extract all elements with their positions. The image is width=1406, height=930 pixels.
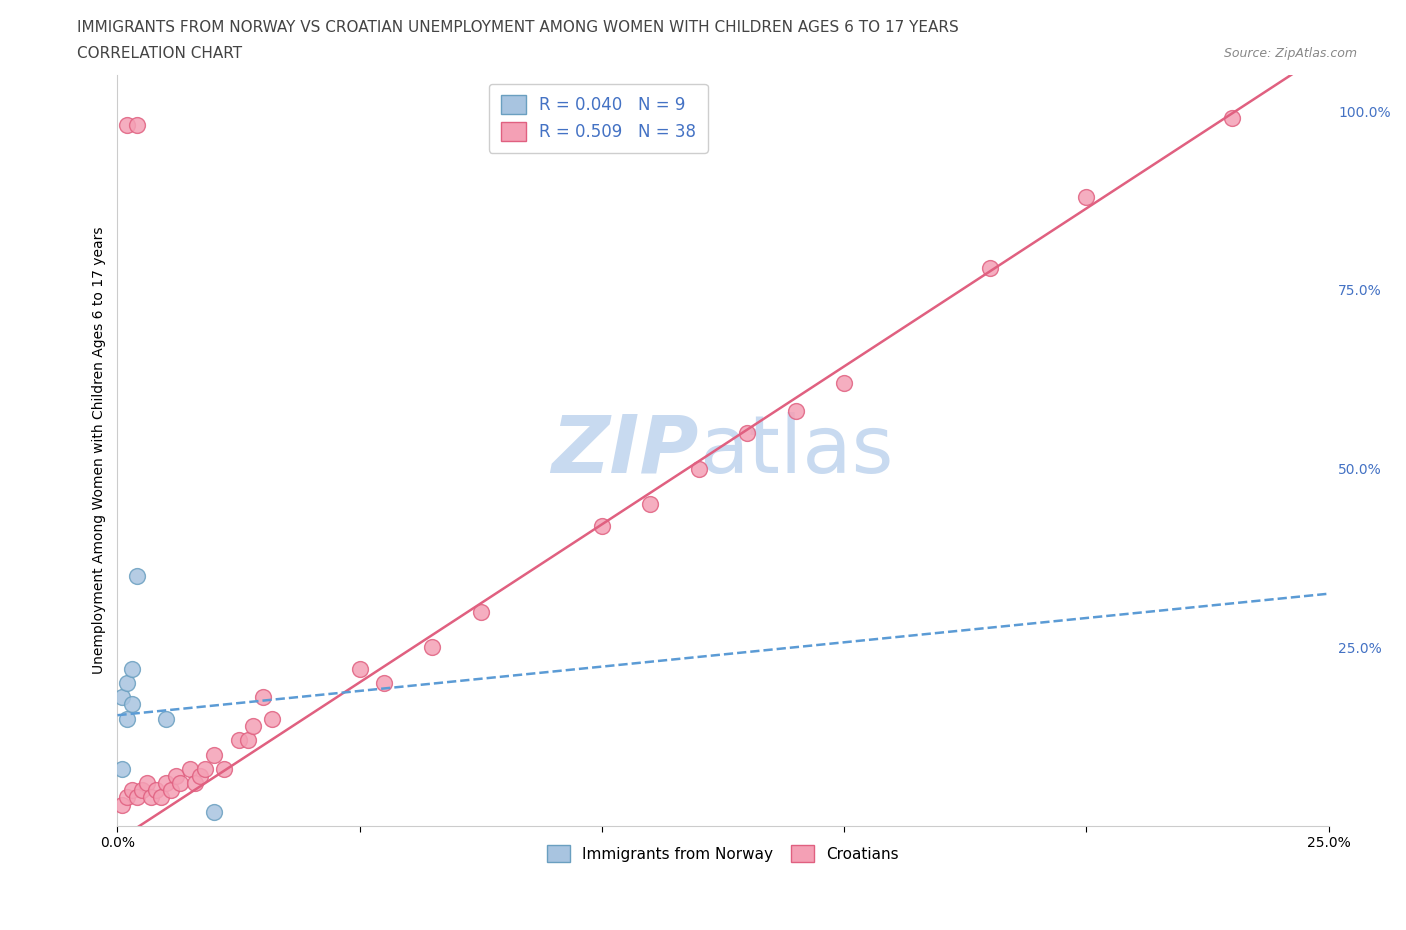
Point xyxy=(184,776,207,790)
Point xyxy=(591,518,613,533)
Point xyxy=(115,711,138,726)
Point xyxy=(155,776,177,790)
Point xyxy=(115,790,138,804)
Point xyxy=(155,711,177,726)
Point xyxy=(111,797,134,812)
Point xyxy=(1220,111,1243,126)
Point xyxy=(1076,190,1098,205)
Point xyxy=(121,698,143,712)
Point xyxy=(125,790,148,804)
Point xyxy=(238,733,260,748)
Point xyxy=(150,790,173,804)
Text: IMMIGRANTS FROM NORWAY VS CROATIAN UNEMPLOYMENT AMONG WOMEN WITH CHILDREN AGES 6: IMMIGRANTS FROM NORWAY VS CROATIAN UNEMP… xyxy=(77,20,959,35)
Point xyxy=(169,776,191,790)
Point xyxy=(165,768,187,783)
Point xyxy=(422,640,444,655)
Point xyxy=(111,762,134,777)
Point xyxy=(111,690,134,705)
Point xyxy=(228,733,250,748)
Point xyxy=(262,711,284,726)
Point xyxy=(121,783,143,798)
Y-axis label: Unemployment Among Women with Children Ages 6 to 17 years: Unemployment Among Women with Children A… xyxy=(93,227,107,674)
Point xyxy=(121,661,143,676)
Text: atlas: atlas xyxy=(699,412,893,490)
Point xyxy=(125,118,148,133)
Text: ZIP: ZIP xyxy=(551,412,699,490)
Point xyxy=(131,783,153,798)
Point xyxy=(242,719,264,734)
Text: Source: ZipAtlas.com: Source: ZipAtlas.com xyxy=(1223,46,1357,60)
Point xyxy=(159,783,181,798)
Point xyxy=(188,768,211,783)
Point xyxy=(373,675,395,690)
Point xyxy=(135,776,157,790)
Text: CORRELATION CHART: CORRELATION CHART xyxy=(77,46,242,61)
Point xyxy=(832,376,855,391)
Point xyxy=(145,783,167,798)
Point xyxy=(212,762,235,777)
Point xyxy=(785,404,807,418)
Point xyxy=(202,804,225,819)
Point xyxy=(252,690,274,705)
Point xyxy=(125,568,148,583)
Point xyxy=(179,762,201,777)
Point xyxy=(979,261,1001,276)
Point xyxy=(688,461,710,476)
Point xyxy=(735,425,758,440)
Point xyxy=(640,497,662,512)
Point xyxy=(202,747,225,762)
Point xyxy=(115,118,138,133)
Point xyxy=(349,661,371,676)
Point xyxy=(115,675,138,690)
Point xyxy=(470,604,492,619)
Point xyxy=(141,790,163,804)
Point xyxy=(194,762,217,777)
Legend: Immigrants from Norway, Croatians: Immigrants from Norway, Croatians xyxy=(537,836,908,870)
